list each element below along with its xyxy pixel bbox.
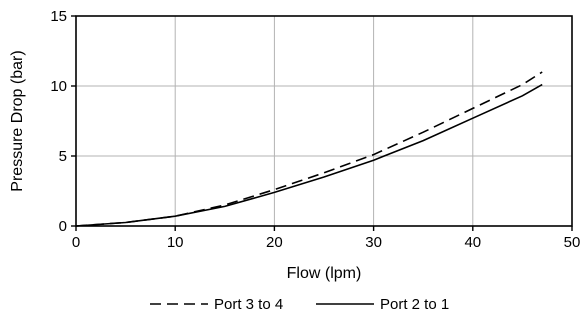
x-tick-label-0: 0 [72,234,80,251]
x-tick-label-5: 50 [564,234,581,251]
y-tick-label-0: 0 [59,218,67,235]
y-tick-label-3: 15 [50,8,67,25]
series-layer [75,71,543,227]
x-tick-label-4: 40 [464,234,481,251]
x-axis-title: Flow (lpm) [287,265,362,282]
legend-label-port-3-to-4: Port 3 to 4 [214,296,283,313]
y-tick-label-1: 5 [59,148,67,165]
y-axis-title: Pressure Drop (bar) [9,50,26,191]
tick-labels: 0 10 20 30 40 50 0 5 10 15 [50,8,580,251]
series-line-0 [75,71,543,227]
x-tick-label-2: 20 [266,234,283,251]
grid-lines [75,15,573,227]
legend-label-port-2-to-1: Port 2 to 1 [380,296,449,313]
legend: Port 3 to 4 Port 2 to 1 [150,296,449,313]
y-tick-label-2: 10 [50,78,67,95]
series-line-1 [75,83,543,227]
plot-frame [75,15,573,227]
x-tick-label-1: 10 [167,234,184,251]
x-tick-label-3: 30 [365,234,382,251]
